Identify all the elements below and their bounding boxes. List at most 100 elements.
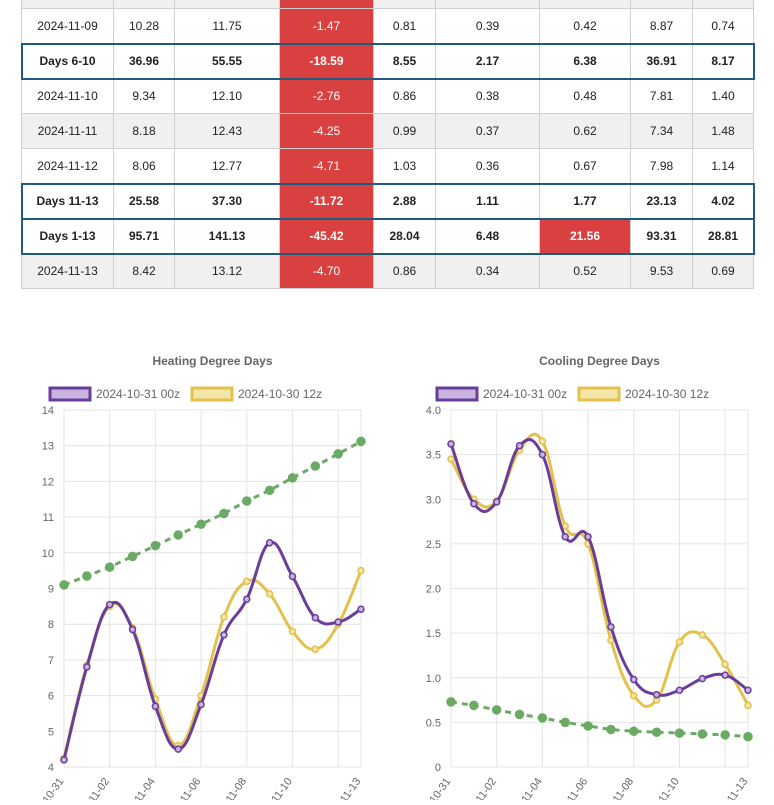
table-cell: 8.17 — [692, 43, 754, 79]
y-tick-label: 12 — [42, 476, 54, 488]
data-point — [287, 473, 298, 483]
data-point — [629, 726, 639, 737]
table-cell: 1.03 — [373, 148, 436, 184]
x-tick-label: 11-04 — [519, 776, 545, 800]
table-cell — [692, 0, 754, 9]
table-cell: 28.04 — [373, 218, 436, 254]
x-tick-label: 11-10 — [269, 776, 295, 800]
data-point — [127, 551, 138, 562]
data-point — [514, 709, 525, 720]
data-point — [150, 540, 161, 551]
table-cell: 25.58 — [113, 183, 175, 219]
data-point — [82, 571, 92, 581]
table-cell: 0.69 — [692, 253, 754, 289]
data-point — [698, 674, 707, 683]
y-tick-label: 5 — [48, 726, 54, 738]
table-cell: 9.34 — [113, 78, 175, 114]
table-summary-row: Days 11-13 25.58 37.30 -11.72 2.88 1.11 1.77 23… — [20, 182, 755, 220]
table-cell: -11.72 — [279, 183, 374, 219]
row-label: Days 6-10 — [21, 43, 114, 79]
table-row: 2024-11-09 10.28 11.75 -1.47 0.81 0.39 0.42 8.8… — [21, 8, 754, 44]
table-cell: 23.13 — [630, 183, 693, 219]
data-point — [538, 437, 547, 445]
table-cell: 6.38 — [539, 43, 631, 79]
data-point — [651, 727, 662, 737]
table-cell: 12.77 — [174, 148, 280, 184]
x-tick-label: 11-06 — [178, 776, 204, 800]
y-tick-label: 0 — [435, 762, 441, 774]
data-point — [607, 623, 615, 631]
data-point — [674, 728, 685, 738]
data-point — [560, 717, 570, 728]
data-point — [59, 580, 69, 590]
data-point — [607, 636, 615, 645]
y-tick-label: 1.5 — [426, 628, 441, 640]
table-cell: -18.59 — [279, 43, 374, 79]
table-cell: -4.25 — [279, 113, 374, 149]
table-cell: 0.38 — [435, 78, 540, 114]
row-label: Days 1-13 — [21, 218, 114, 254]
data-point — [606, 724, 616, 735]
y-tick-label: 2.0 — [426, 584, 441, 596]
data-point — [698, 631, 707, 639]
data-point — [515, 441, 524, 450]
x-tick-label: 11-02 — [474, 776, 500, 800]
table-row — [21, 0, 754, 9]
series-line-run-00z — [449, 438, 749, 697]
data-point — [220, 613, 228, 621]
row-label: 2024-11-11 — [21, 113, 114, 149]
data-point — [243, 595, 251, 603]
x-tick-label: 11-06 — [565, 776, 591, 800]
table-cell: -4.70 — [279, 253, 374, 289]
table-cell: 12.43 — [174, 113, 280, 149]
table-cell: 1.14 — [692, 148, 754, 184]
data-point — [630, 691, 638, 700]
degree-days-table-wrapper: 2024-11-09 10.28 11.75 -1.47 0.81 0.39 0.42 8.8… — [20, 0, 755, 289]
table-cell: 0.99 — [373, 113, 436, 149]
data-point — [105, 600, 114, 609]
table-cell: 7.81 — [630, 78, 693, 114]
data-point — [630, 675, 638, 684]
y-tick-label: 11 — [43, 512, 54, 524]
data-point — [242, 496, 252, 506]
legend-entry: 2024-10-30 12z — [190, 386, 322, 402]
y-tick-label: 4 — [48, 762, 54, 774]
table-cell — [113, 0, 175, 9]
data-point — [675, 686, 684, 694]
data-point — [83, 663, 91, 671]
legend-swatch — [577, 386, 621, 402]
data-point — [447, 440, 455, 448]
table-cell: 0.37 — [435, 113, 540, 149]
table-cell: -2.76 — [279, 78, 374, 114]
table-cell: 8.55 — [373, 43, 436, 79]
y-tick-label: 13 — [42, 441, 54, 453]
legend-swatch — [48, 386, 92, 402]
data-point — [744, 701, 752, 710]
x-tick-label: 10-31 — [40, 776, 66, 800]
data-point — [265, 539, 274, 547]
row-label: Days 11-13 — [21, 183, 114, 219]
table-cell: 36.91 — [630, 43, 693, 79]
table-summary-row: Days 6-10 36.96 55.55 -18.59 8.55 2.17 6.38 36.… — [20, 42, 755, 80]
data-point — [743, 731, 753, 742]
table-cell — [435, 0, 540, 9]
data-point — [470, 499, 478, 508]
y-tick-label: 7 — [48, 655, 54, 667]
table-cell: 10.28 — [113, 8, 175, 44]
table-cell: 0.34 — [435, 253, 540, 289]
data-point — [333, 449, 343, 459]
table-cell: 7.98 — [630, 148, 693, 184]
data-point — [310, 461, 321, 471]
data-point — [721, 660, 729, 669]
data-point — [128, 625, 137, 634]
data-point — [492, 498, 501, 506]
degree-days-table: 2024-11-09 10.28 11.75 -1.47 0.81 0.39 0.42 8.8… — [20, 0, 755, 289]
data-point — [288, 572, 297, 581]
table-cell: 28.81 — [692, 218, 754, 254]
y-tick-label: 3.0 — [426, 494, 441, 506]
table-cell: 0.52 — [539, 253, 631, 289]
row-label: 2024-11-10 — [21, 78, 114, 114]
legend-swatch — [190, 386, 234, 402]
x-tick-label: 11-13 — [725, 776, 751, 800]
data-point — [220, 631, 228, 639]
